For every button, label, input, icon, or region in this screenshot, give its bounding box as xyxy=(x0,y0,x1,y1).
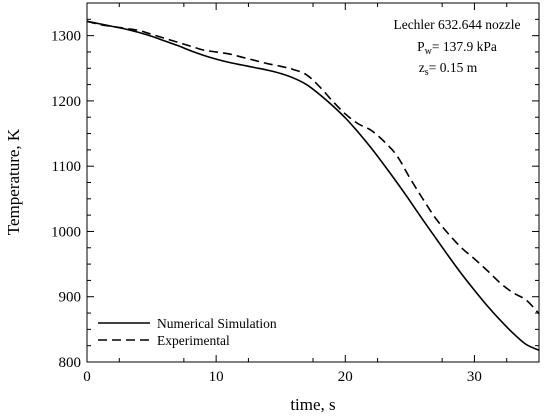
x-tick-label: 10 xyxy=(209,369,224,385)
legend-label-numerical: Numerical Simulation xyxy=(157,316,277,331)
y-tick-label: 800 xyxy=(59,355,82,371)
series-layer xyxy=(86,20,540,351)
y-tick-label: 1300 xyxy=(51,29,81,45)
series-line-experimental xyxy=(86,20,540,315)
legend-label-experimental: Experimental xyxy=(157,333,230,348)
x-tick-label: 0 xyxy=(83,369,91,385)
y-axis-title: Temperature, K xyxy=(4,128,23,235)
annotation-height: zs= 0.15 m xyxy=(419,60,478,78)
y-tick-label: 900 xyxy=(59,290,82,306)
x-tick-label: 20 xyxy=(338,369,353,385)
series-line-numerical xyxy=(86,20,540,351)
axis-ticks xyxy=(86,3,539,363)
plot-frame xyxy=(86,2,540,363)
annotation-height-value: = 0.15 m xyxy=(429,60,478,75)
annotation-nozzle: Lechler 632.644 nozzle xyxy=(393,17,520,32)
annotation-pressure-symbol: P xyxy=(417,39,425,54)
x-tick-labels: 0 10 20 30 xyxy=(83,369,482,385)
annotation-height-subscript: s xyxy=(425,67,429,78)
annotation-box: Lechler 632.644 nozzle Pw= 137.9 kPa zs=… xyxy=(393,17,520,78)
y-tick-label: 1200 xyxy=(51,94,81,110)
y-tick-label: 1000 xyxy=(51,224,81,240)
x-tick-label: 30 xyxy=(467,369,482,385)
y-tick-labels: 800 900 1000 1100 1200 1300 xyxy=(51,29,81,371)
annotation-height-symbol: z xyxy=(419,60,425,75)
legend: Numerical Simulation Experimental xyxy=(98,316,277,348)
annotation-pressure-subscript: w xyxy=(425,46,433,57)
y-tick-label: 1100 xyxy=(52,159,81,175)
annotation-pressure: Pw= 137.9 kPa xyxy=(417,39,497,57)
annotation-pressure-value: = 137.9 kPa xyxy=(432,39,497,54)
x-axis-title: time, s xyxy=(290,395,335,414)
